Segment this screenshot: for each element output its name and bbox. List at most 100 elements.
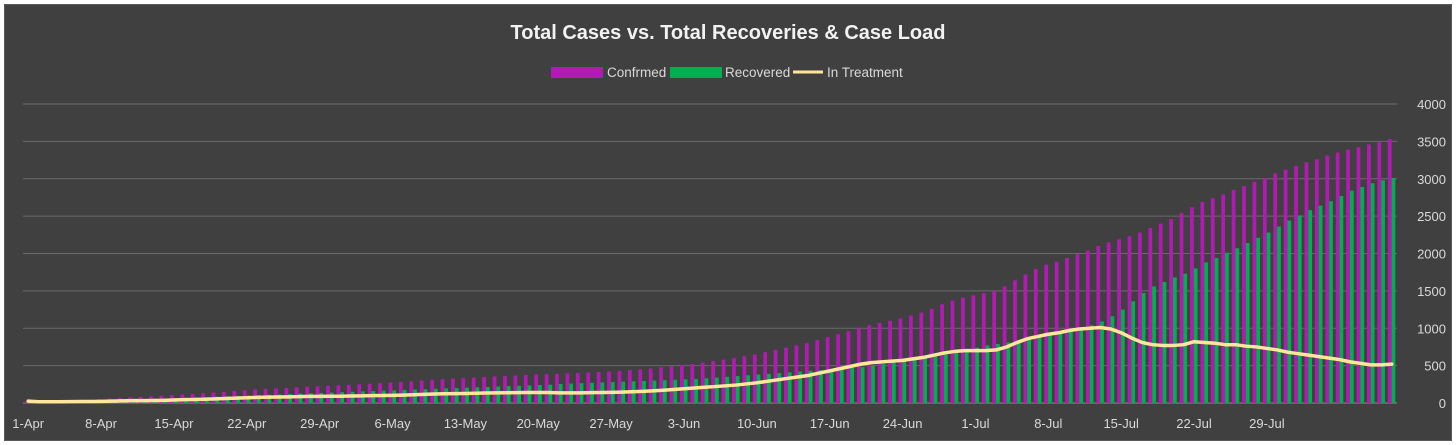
legend-label-in-treatment: In Treatment — [827, 65, 903, 80]
bar-confirmed — [596, 371, 601, 403]
bar-recovered — [1141, 293, 1146, 403]
bar-confirmed — [575, 373, 580, 403]
x-tick-label: 8-Apr — [85, 416, 117, 431]
bar-confirmed — [669, 366, 674, 403]
bar-confirmed — [1158, 223, 1163, 403]
bar-recovered — [808, 370, 813, 403]
bar-recovered — [1027, 338, 1032, 403]
bar-recovered — [506, 386, 511, 403]
chart-area: Total Cases vs. Total Recoveries & Case … — [4, 4, 1452, 441]
bar-confirmed — [1106, 242, 1111, 403]
bar-recovered — [767, 373, 771, 403]
bar-confirmed — [1283, 169, 1288, 403]
x-tick-label: 17-Jun — [810, 416, 850, 431]
bar-confirmed — [1002, 286, 1007, 403]
bar-confirmed — [534, 374, 539, 403]
bar-recovered — [1308, 210, 1313, 403]
bar-recovered — [496, 386, 501, 403]
bar-recovered — [444, 388, 449, 403]
legend-swatch-recovered — [670, 67, 722, 78]
x-tick-label: 22-Jul — [1176, 416, 1212, 431]
bar-confirmed — [1273, 173, 1278, 403]
bar-recovered — [704, 378, 709, 403]
bar-confirmed — [1377, 142, 1382, 403]
y-tick-label: 4000 — [1417, 97, 1446, 112]
bar-confirmed — [565, 373, 570, 403]
bar-confirmed — [1314, 159, 1319, 403]
bar-confirmed — [638, 369, 643, 403]
x-tick-label: 10-Jun — [737, 416, 777, 431]
bar-recovered — [746, 375, 750, 403]
bar-confirmed — [1138, 232, 1142, 403]
y-tick-label: 0 — [1439, 396, 1446, 411]
y-tick-label: 2500 — [1417, 209, 1446, 224]
bar-recovered — [433, 388, 438, 403]
bar-confirmed — [440, 379, 445, 403]
bar-confirmed — [544, 374, 549, 403]
bar-recovered — [454, 388, 459, 403]
bar-confirmed — [784, 347, 788, 403]
bar-recovered — [985, 345, 990, 403]
bar-confirmed — [326, 385, 330, 403]
bar-recovered — [1037, 335, 1042, 403]
bar-confirmed — [992, 290, 997, 403]
legend-swatch-confirmed — [551, 67, 603, 78]
bar-confirmed — [1242, 186, 1246, 403]
bar-confirmed — [388, 382, 393, 403]
bar-confirmed — [648, 368, 653, 403]
bar-recovered — [1339, 195, 1344, 403]
bar-recovered — [777, 373, 782, 403]
x-tick-label: 22-Apr — [227, 416, 267, 431]
bar-recovered — [1266, 232, 1271, 403]
bar-recovered — [1204, 262, 1208, 403]
bar-recovered — [1318, 205, 1323, 403]
bar-confirmed — [1325, 155, 1330, 403]
bar-recovered — [714, 377, 719, 403]
bar-confirmed — [492, 376, 497, 403]
bar-confirmed — [690, 364, 695, 403]
bar-recovered — [871, 365, 875, 403]
bar-recovered — [694, 379, 698, 403]
x-tick-label: 20-May — [517, 416, 561, 431]
bar-confirmed — [721, 359, 726, 403]
bar-recovered — [735, 376, 740, 403]
x-tick-label: 3-Jun — [668, 416, 701, 431]
bar-confirmed — [461, 378, 466, 403]
bar-recovered — [1183, 273, 1188, 403]
bar-recovered — [1256, 237, 1261, 403]
x-tick-label: 15-Apr — [154, 416, 194, 431]
bar-recovered — [860, 367, 865, 403]
bar-recovered — [954, 352, 959, 403]
bar-confirmed — [409, 381, 414, 403]
bar-recovered — [1360, 186, 1365, 403]
bar-confirmed — [1346, 149, 1350, 403]
bar-recovered — [902, 361, 907, 403]
y-tick-label: 500 — [1424, 359, 1446, 374]
bar-confirmed — [367, 383, 372, 403]
bar-confirmed — [1210, 198, 1215, 403]
bar-confirmed — [627, 370, 632, 403]
bar-confirmed — [804, 343, 809, 403]
bar-confirmed — [617, 370, 622, 403]
bar-confirmed — [752, 354, 757, 403]
line-in-treatment — [26, 325, 1394, 404]
bar-recovered — [1006, 342, 1011, 403]
bar-confirmed — [503, 375, 507, 403]
y-tick-label: 2000 — [1417, 247, 1446, 262]
bar-recovered — [912, 359, 917, 403]
bar-recovered — [1225, 252, 1229, 403]
bar-confirmed — [742, 356, 747, 403]
series-recovered-bars — [38, 178, 1396, 403]
bar-recovered — [1235, 248, 1240, 403]
bar-recovered — [881, 364, 886, 403]
bar-recovered — [683, 379, 688, 403]
bar-recovered — [1287, 220, 1292, 403]
x-tick-label: 1-Jul — [961, 416, 989, 431]
bar-confirmed — [1304, 162, 1309, 403]
bar-recovered — [933, 356, 938, 403]
y-tick-label: 1500 — [1417, 284, 1446, 299]
bar-confirmed — [482, 376, 486, 403]
bar-recovered — [475, 387, 480, 403]
bar-recovered — [485, 386, 490, 403]
bar-recovered — [923, 358, 927, 403]
